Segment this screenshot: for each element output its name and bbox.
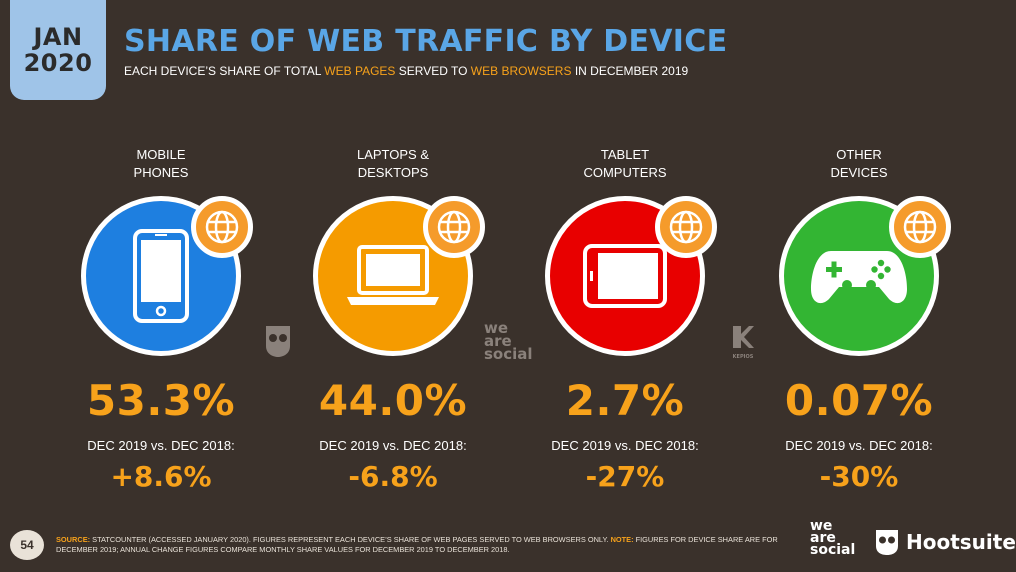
comparison-label: DEC 2019 vs. DEC 2018: [785,438,933,453]
change-value: -30% [819,460,899,493]
globe-icon [205,210,239,244]
tablet-icon [583,244,667,308]
globe-icon [903,210,937,244]
date-year: 2020 [23,49,93,77]
hootsuite-owl-watermark-icon [263,324,293,362]
date-month: JAN [33,23,83,51]
hootsuite-logo: Hootsuite [874,528,1016,556]
change-value: -27% [585,460,665,493]
globe-badge [191,196,253,258]
comparison-label: DEC 2019 vs. DEC 2018: [87,438,235,453]
slide-subtitle: EACH DEVICE’S SHARE OF TOTAL WEB PAGES S… [124,64,689,78]
kepios-logo-icon [733,326,754,348]
globe-badge [423,196,485,258]
laptop-icon [347,245,439,305]
device-label: TABLET COMPUTERS [583,147,667,180]
device-label: OTHER DEVICES [830,147,888,180]
kepios-watermark: KEPIOS [728,324,758,360]
share-value: 44.0% [318,376,468,425]
globe-icon [669,210,703,244]
globe-badge [889,196,951,258]
change-value: +8.6% [110,460,212,493]
page-number: 54 [10,530,44,560]
globe-icon [437,210,471,244]
comparison-label: DEC 2019 vs. DEC 2018: [319,438,467,453]
hootsuite-owl-icon [876,530,898,555]
comparison-label: DEC 2019 vs. DEC 2018: [551,438,699,453]
change-value: -6.8% [348,460,438,493]
date-tab: JAN 2020 [10,0,106,100]
game-controller-icon [811,251,907,304]
share-value: 0.07% [784,376,934,425]
share-value: 53.3% [86,376,236,425]
share-value: 2.7% [565,376,685,425]
globe-badge [655,196,717,258]
we-are-social-watermark: we are social [484,319,533,363]
mobile-phone-icon [133,229,189,323]
we-are-social-logo: we are social [810,518,856,558]
device-circle [313,196,473,356]
device-label: LAPTOPS & DESKTOPS [356,147,429,180]
device-label: MOBILE PHONES [133,147,189,180]
slide-title: SHARE OF WEB TRAFFIC BY DEVICE [124,24,728,59]
source-note: SOURCE: STATCOUNTER (ACCESSED JANUARY 20… [56,535,778,554]
